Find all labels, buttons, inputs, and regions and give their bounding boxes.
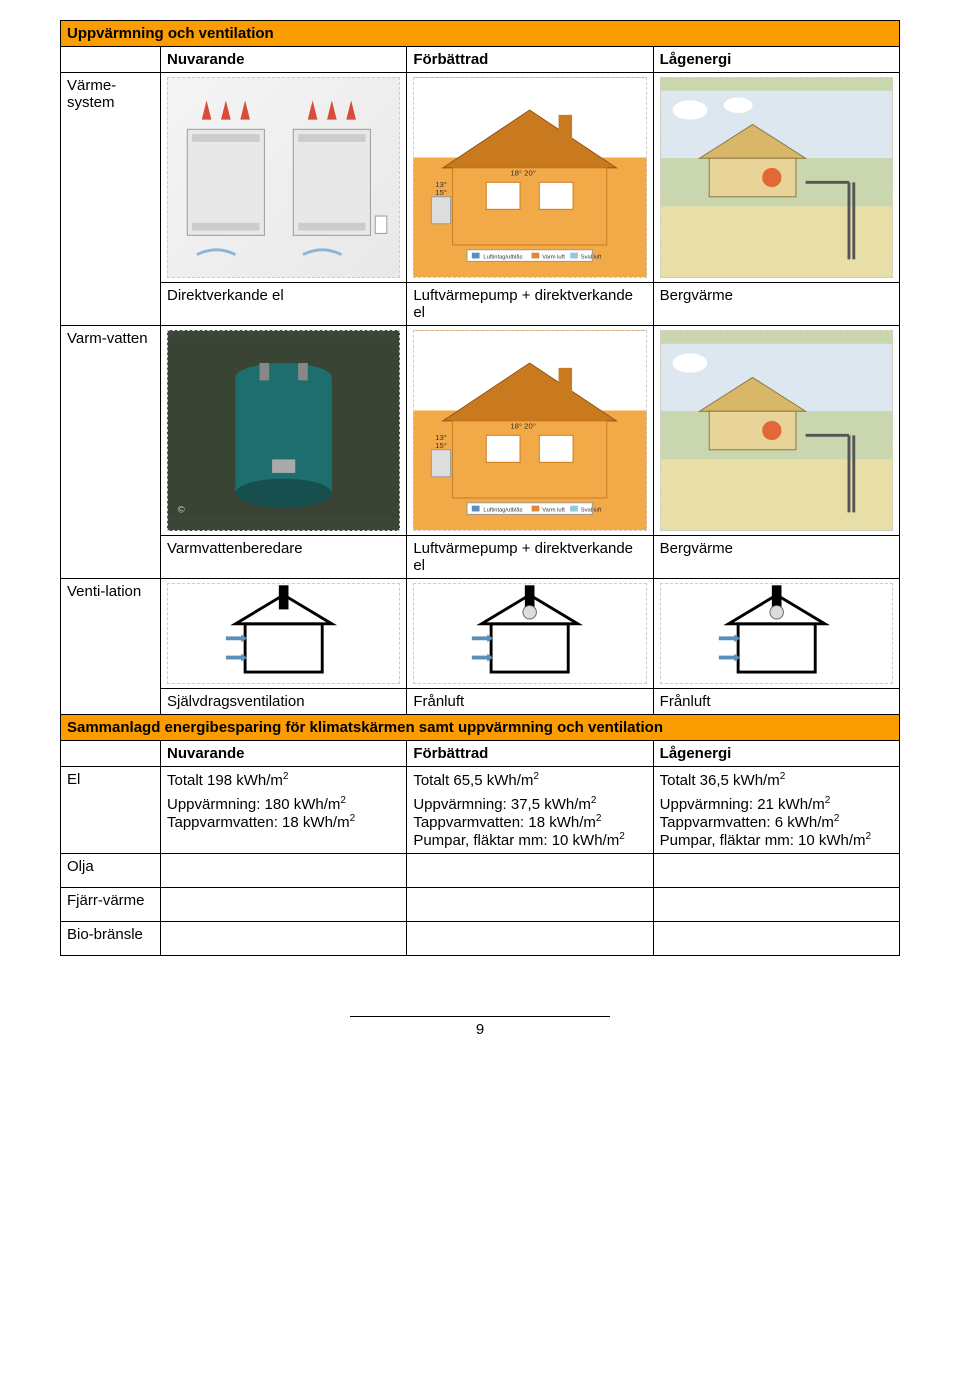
row-olja-label: Olja [61,854,161,888]
el-forbattrad: Totalt 65,5 kWh/m2 Uppvärmning: 37,5 kWh… [407,767,653,854]
el-c2-l1: Totalt 65,5 kWh/m [413,772,533,789]
img-ground-heat-2 [653,326,899,536]
waterheater-illustration: © [167,330,400,531]
footer-rule [350,1016,610,1017]
svg-text:Sval luft: Sval luft [581,254,602,260]
heatpump-house-illustration: 13° 15° 18° 20° Luftintag/utblås Varm lu… [413,77,646,278]
el-c3-l3: Tappvarmvatten: 6 kWh/m [660,814,834,831]
img-water-heater: © [161,326,407,536]
svg-text:18° 20°: 18° 20° [511,169,536,178]
el-c2-l3: Tappvarmvatten: 18 kWh/m [413,814,596,831]
row-fjarr-label: Fjärr-värme [61,888,161,922]
heatpump-house-illustration-2: 13° 15° 18° 20° Luftintag/utblås Varm lu… [413,330,646,531]
cap-r1-2: Luftvärmepump + direktverkande el [407,283,653,326]
selfdraft-illustration [167,583,400,684]
img-radiator [161,73,407,283]
img-house-heatpump-1: 13° 15° 18° 20° Luftintag/utblås Varm lu… [407,73,653,283]
col-lagenergi: Lågenergi [653,47,899,73]
svg-text:Varm luft: Varm luft [543,507,566,513]
fjarr-c3 [653,888,899,922]
el-nuvarande: Totalt 198 kWh/m2 Uppvärmning: 180 kWh/m… [161,767,407,854]
heating-ventilation-table: Uppvärmning och ventilation Nuvarande Fö… [60,20,900,956]
bio-c2 [407,922,653,956]
cap-r3-2: Frånluft [407,689,653,715]
img-house-heatpump-2: 13° 15° 18° 20° Luftintag/utblås Varm lu… [407,326,653,536]
cap-r2-1: Varmvattenberedare [161,536,407,579]
cap-r3-1: Självdragsventilation [161,689,407,715]
olja-c3 [653,854,899,888]
cap-r2-2: Luftvärmepump + direktverkande el [407,536,653,579]
el-c1-l2: Uppvärmning: 180 kWh/m [167,796,340,813]
radiator-illustration [167,77,400,278]
svg-text:15°: 15° [436,188,448,197]
col-forbattrad: Förbättrad [407,47,653,73]
col2-nuvarande: Nuvarande [161,741,407,767]
svg-text:Luftintag/utblås: Luftintag/utblås [484,506,523,513]
svg-text:15°: 15° [436,441,448,450]
cap-r1-3: Bergvärme [653,283,899,326]
el-c2-l2: Uppvärmning: 37,5 kWh/m [413,796,591,813]
cap-r3-3: Frånluft [653,689,899,715]
row-ventilation-label: Venti-lation [61,579,161,715]
section1-title: Uppvärmning och ventilation [61,21,900,47]
empty-cell-2 [61,741,161,767]
fjarr-c1 [161,888,407,922]
exhaust-illustration-2 [660,583,893,684]
page-footer: 9 [60,1016,900,1038]
row-varmvatten-label: Varm-vatten [61,326,161,579]
olja-c1 [161,854,407,888]
el-c1-l1: Totalt 198 kWh/m [167,772,283,789]
el-c3-l1: Totalt 36,5 kWh/m [660,772,780,789]
row-bio-label: Bio-bränsle [61,922,161,956]
page-number: 9 [476,1021,484,1038]
empty-cell [61,47,161,73]
svg-text:Varm luft: Varm luft [543,254,566,260]
el-c2-l4: Pumpar, fläktar mm: 10 kWh/m [413,832,619,849]
groundheat-illustration [660,77,893,278]
img-vent-exhaust-1 [407,579,653,689]
cap-r2-3: Bergvärme [653,536,899,579]
img-vent-exhaust-2 [653,579,899,689]
exhaust-illustration [413,583,646,684]
groundheat-illustration-2 [660,330,893,531]
row-varmesystem-label: Värme-system [61,73,161,326]
col-nuvarande: Nuvarande [161,47,407,73]
svg-text:18° 20°: 18° 20° [511,422,536,431]
row-el-label: El [61,767,161,854]
el-c3-l4: Pumpar, fläktar mm: 10 kWh/m [660,832,866,849]
bio-c1 [161,922,407,956]
bio-c3 [653,922,899,956]
section2-title: Sammanlagd energibesparing för klimatskä… [61,715,900,741]
olja-c2 [407,854,653,888]
col2-lagenergi: Lågenergi [653,741,899,767]
img-vent-self [161,579,407,689]
cap-r1-1: Direktverkande el [161,283,407,326]
svg-text:©: © [178,504,185,515]
el-c1-l3: Tappvarmvatten: 18 kWh/m [167,814,350,831]
el-c3-l2: Uppvärmning: 21 kWh/m [660,796,825,813]
el-lagenergi: Totalt 36,5 kWh/m2 Uppvärmning: 21 kWh/m… [653,767,899,854]
fjarr-c2 [407,888,653,922]
img-ground-heat-1 [653,73,899,283]
col2-forbattrad: Förbättrad [407,741,653,767]
svg-text:Luftintag/utblås: Luftintag/utblås [484,253,523,260]
svg-text:Sval luft: Sval luft [581,507,602,513]
